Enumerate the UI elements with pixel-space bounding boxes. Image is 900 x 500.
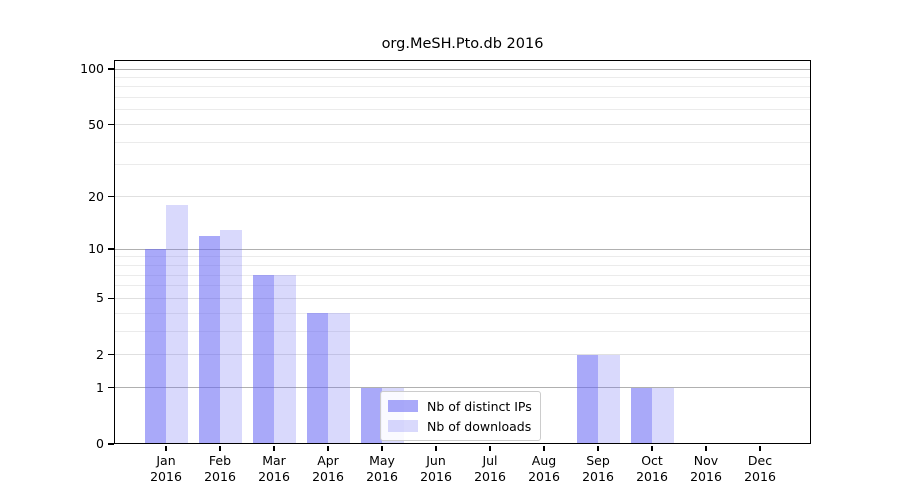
xtick-mark-sep: [597, 445, 599, 451]
xtick-mark-apr: [327, 445, 329, 451]
xtick-label-oct: Oct 2016: [636, 453, 668, 484]
gridline-y-5: [114, 297, 811, 299]
legend-swatch-downloads: [388, 420, 418, 432]
gridline-y-1: [114, 387, 811, 389]
xtick-mark-dec: [759, 445, 761, 451]
gridline-y-80: [114, 86, 811, 88]
ytick-mark-100: [108, 68, 114, 70]
gridline-y-4: [114, 312, 811, 314]
gridline-y-7: [114, 274, 811, 276]
bar-ips-feb: [198, 235, 220, 444]
xtick-mark-jun: [435, 445, 437, 451]
plot-area: [114, 60, 811, 444]
gridline-y-3: [114, 330, 811, 332]
gridline-y-90: [114, 76, 811, 78]
ytick-label-0: 0: [96, 436, 104, 451]
xtick-label-jun: Jun 2016: [420, 453, 452, 484]
xtick-label-apr: Apr 2016: [312, 453, 344, 484]
legend: Nb of distinct IPs Nb of downloads: [380, 391, 541, 441]
gridline-y-6: [114, 285, 811, 287]
gridline-y-100: [114, 68, 811, 70]
bar-downloads-feb: [220, 229, 242, 444]
ytick-label-100: 100: [80, 61, 104, 76]
bar-ips-mar: [252, 275, 274, 444]
bar-ips-apr: [306, 313, 328, 444]
gridline-y-60: [114, 109, 811, 111]
xtick-label-jul: Jul 2016: [474, 453, 506, 484]
xtick-mark-jul: [489, 445, 491, 451]
xtick-label-mar: Mar 2016: [258, 453, 290, 484]
gridline-y-30: [114, 164, 811, 166]
legend-row-downloads: Nb of downloads: [388, 416, 532, 436]
legend-swatch-distinct-ips: [388, 400, 418, 412]
gridline-y-70: [114, 97, 811, 99]
ytick-mark-1: [108, 386, 114, 389]
xtick-label-may: May 2016: [366, 453, 398, 484]
legend-label-distinct-ips: Nb of distinct IPs: [427, 398, 532, 414]
xtick-mark-jan: [165, 445, 167, 451]
xtick-mark-feb: [219, 445, 221, 451]
legend-label-downloads: Nb of downloads: [427, 418, 532, 434]
ytick-mark-5: [108, 297, 114, 300]
gridline-y-40: [114, 141, 811, 143]
xtick-mark-oct: [651, 445, 653, 451]
bar-ips-jan: [144, 249, 166, 444]
gridline-y-8: [114, 264, 811, 266]
chart-title: org.MeSH.Pto.db 2016: [381, 36, 544, 52]
xtick-label-dec: Dec 2016: [744, 453, 776, 484]
bar-ips-sep: [576, 354, 598, 444]
ytick-mark-50: [108, 123, 114, 126]
gridline-y-9: [114, 256, 811, 258]
ytick-mark-10: [108, 248, 114, 250]
ytick-label-5: 5: [96, 290, 104, 306]
gridline-y-20: [114, 196, 811, 198]
ytick-mark-2: [108, 353, 114, 356]
ytick-label-2: 2: [96, 346, 104, 362]
bar-ips-oct: [630, 387, 652, 444]
ytick-label-10: 10: [88, 241, 104, 257]
gridline-y-50: [114, 124, 811, 126]
gridline-y-10: [114, 248, 811, 250]
bar-downloads-apr: [328, 313, 350, 444]
bar-downloads-oct: [652, 387, 674, 444]
bar-downloads-jan: [166, 204, 188, 444]
ytick-label-1: 1: [96, 379, 104, 395]
gridline-y-2: [114, 354, 811, 356]
xtick-label-jan: Jan 2016: [150, 453, 182, 484]
xtick-label-feb: Feb 2016: [204, 453, 236, 484]
xtick-label-aug: Aug 2016: [528, 453, 560, 484]
xtick-label-sep: Sep 2016: [582, 453, 614, 484]
ytick-mark-20: [108, 195, 114, 198]
bar-downloads-mar: [274, 275, 296, 444]
xtick-mark-mar: [273, 445, 275, 451]
ytick-label-50: 50: [88, 116, 104, 132]
xtick-mark-nov: [705, 445, 707, 451]
legend-row-distinct-ips: Nb of distinct IPs: [388, 396, 532, 416]
xtick-label-nov: Nov 2016: [690, 453, 722, 484]
ytick-label-20: 20: [88, 188, 104, 204]
xtick-mark-may: [381, 445, 383, 451]
bar-downloads-sep: [598, 354, 620, 444]
xtick-mark-aug: [543, 445, 545, 451]
ytick-mark-0: [108, 443, 114, 445]
bar-ips-may: [360, 387, 382, 444]
